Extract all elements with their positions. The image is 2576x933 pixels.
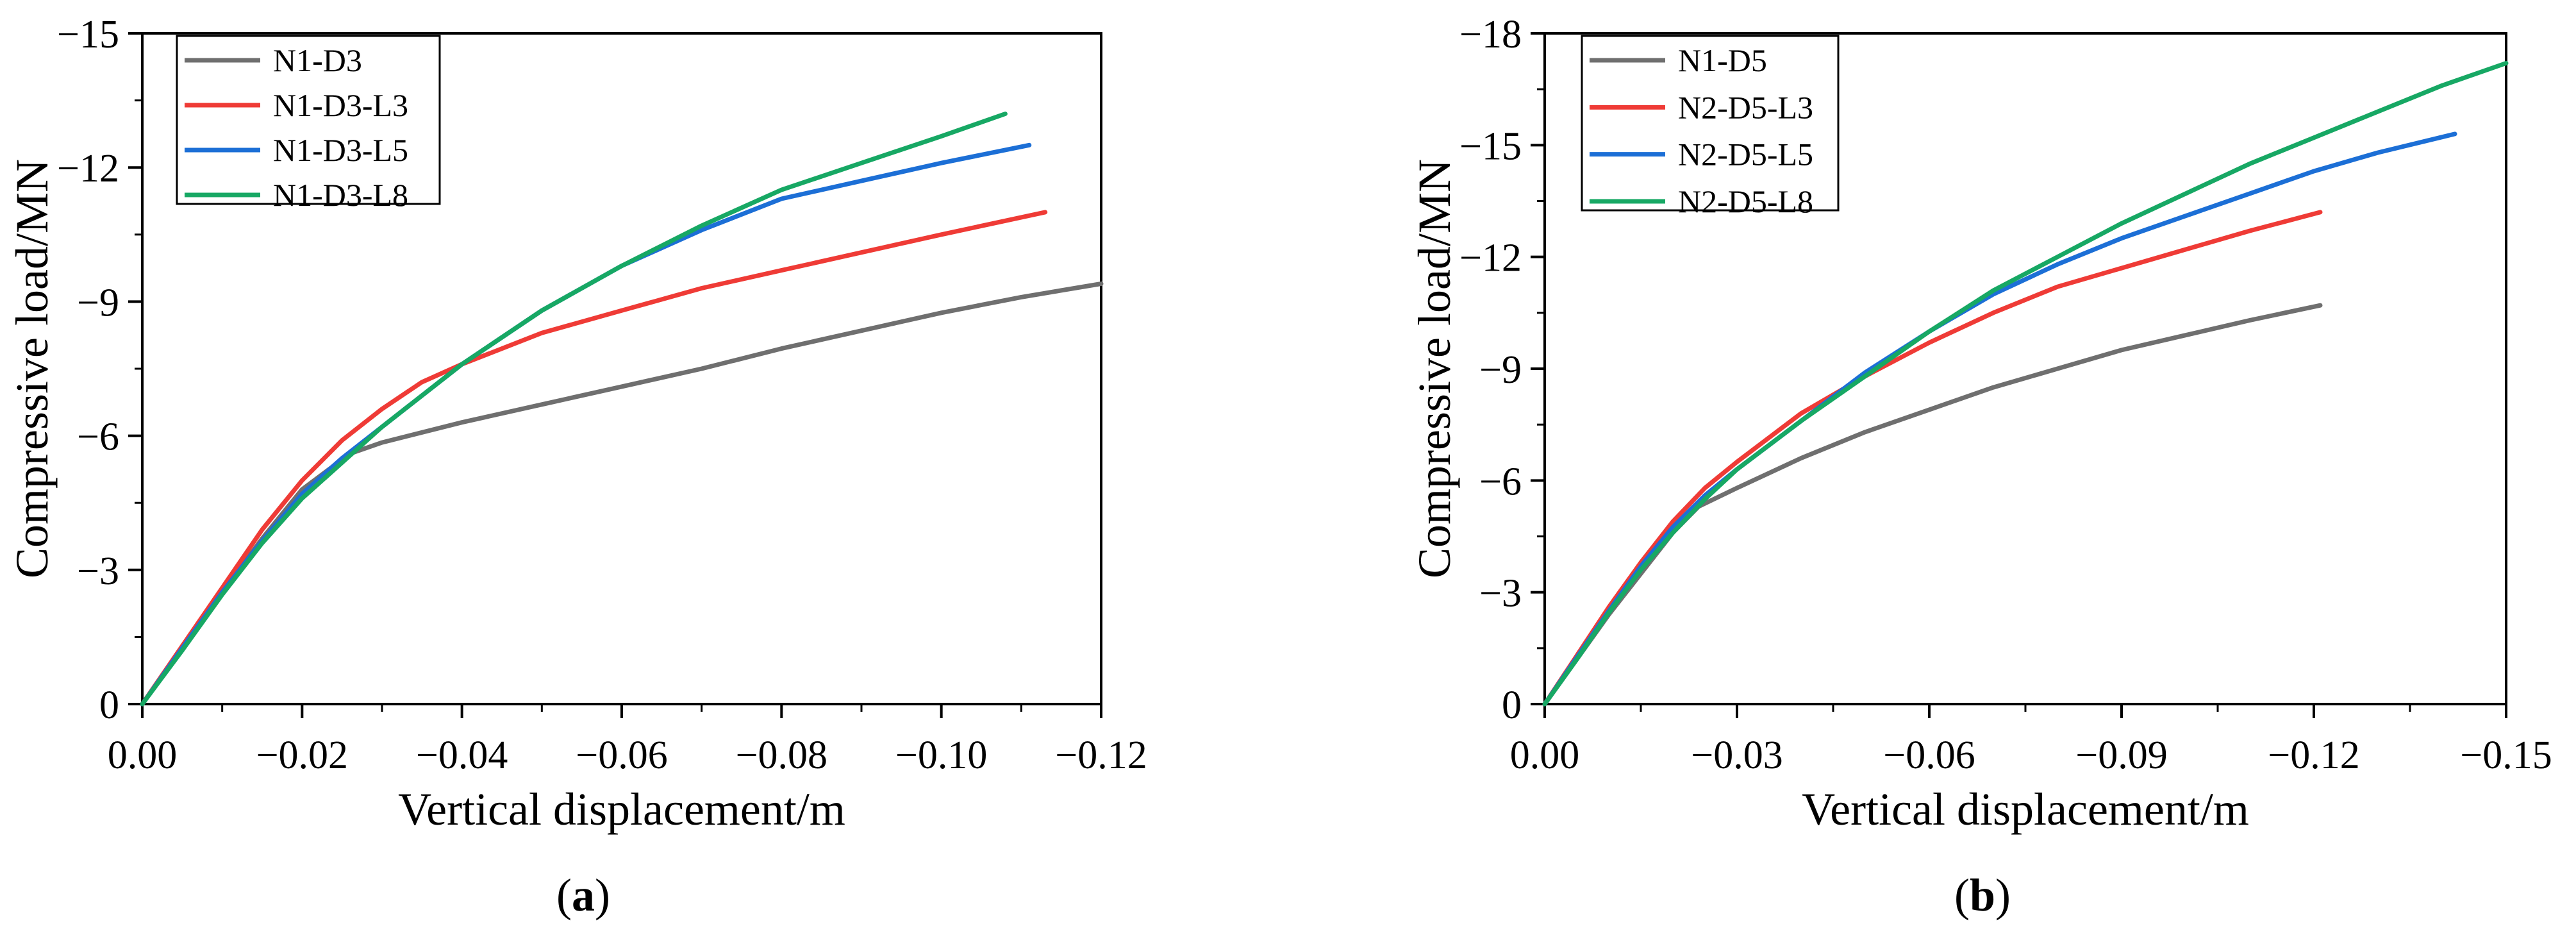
legend-label: N1-D3-L5 [273, 132, 408, 168]
series-line-n2-d5-l8 [1542, 61, 2509, 707]
y-axis-title: Compressive load/MN [1409, 159, 1460, 578]
x-tick-label: −0.08 [736, 734, 827, 777]
legend-label: N2-D5-L5 [1678, 137, 1813, 172]
legend-box [1581, 35, 1840, 212]
chart-a: 0.00 −0.02 −0.04 −0.06 −0.08 −0.10 −0.12 0 −3 −6 −… [6, 13, 1147, 921]
x-tick-label: −0.06 [576, 734, 667, 777]
y-tick-label: −6 [77, 416, 119, 459]
y-tick-label: −12 [1459, 237, 1522, 280]
x-tick-label: −0.12 [2268, 734, 2359, 777]
y-tick-label: −15 [57, 13, 119, 56]
x-tick-label: −0.10 [895, 734, 987, 777]
legend-box [176, 35, 441, 205]
y-tick-label: −3 [77, 550, 119, 593]
subfigure-caption: (b) [1954, 870, 2011, 921]
legend-label: N1-D3-L3 [273, 87, 408, 123]
series-line-n2-d5-l5 [1542, 131, 2457, 707]
x-tick-label: −0.12 [1055, 734, 1147, 777]
x-tick-label: −0.03 [1691, 734, 1782, 777]
legend-label: N1-D3-L8 [273, 177, 408, 213]
series-line-n1-d3-l3 [140, 210, 1048, 707]
y-tick-label: −3 [1479, 572, 1522, 616]
x-tick-label: 0.00 [1510, 734, 1580, 777]
y-tick-label: −9 [1479, 348, 1522, 392]
legend-label: N2-D5-L3 [1678, 89, 1813, 125]
series-line-n1-d3-l8 [140, 112, 1008, 707]
y-tick-label: −6 [1479, 460, 1522, 503]
x-axis-title: Vertical displacement/m [1802, 784, 2249, 835]
series-line-n1-d3 [140, 282, 1104, 707]
x-tick-label: −0.04 [416, 734, 508, 777]
x-tick-label: −0.15 [2460, 734, 2552, 777]
legend-label: N2-D5-L8 [1678, 183, 1813, 219]
y-tick-label: 0 [99, 684, 119, 727]
series-line-n2-d5-l3 [1542, 210, 2323, 707]
series-line-n1-d3-l5 [140, 142, 1032, 707]
subfigure-caption: (a) [556, 870, 610, 921]
x-tick-label: −0.06 [1883, 734, 1975, 777]
x-tick-label: −0.02 [256, 734, 348, 777]
series-line-n1-d5 [1542, 303, 2323, 707]
y-tick-label: −12 [57, 147, 119, 190]
x-axis-title: Vertical displacement/m [398, 784, 845, 835]
legend-label: N1-D3 [273, 42, 362, 78]
y-tick-label: −15 [1459, 124, 1522, 168]
y-tick-label: −9 [77, 281, 119, 324]
x-tick-label: 0.00 [108, 734, 178, 777]
y-axis-title: Compressive load/MN [6, 159, 58, 578]
chart-b: 0.00 −0.03 −0.06 −0.09 −0.12 −0.15 0 −3 −6 −9 −12 −… [1409, 13, 2552, 921]
x-tick-label: −0.09 [2075, 734, 2167, 777]
y-tick-label: −18 [1459, 13, 1522, 56]
y-tick-label: 0 [1502, 684, 1522, 727]
legend-label: N1-D5 [1678, 42, 1767, 78]
